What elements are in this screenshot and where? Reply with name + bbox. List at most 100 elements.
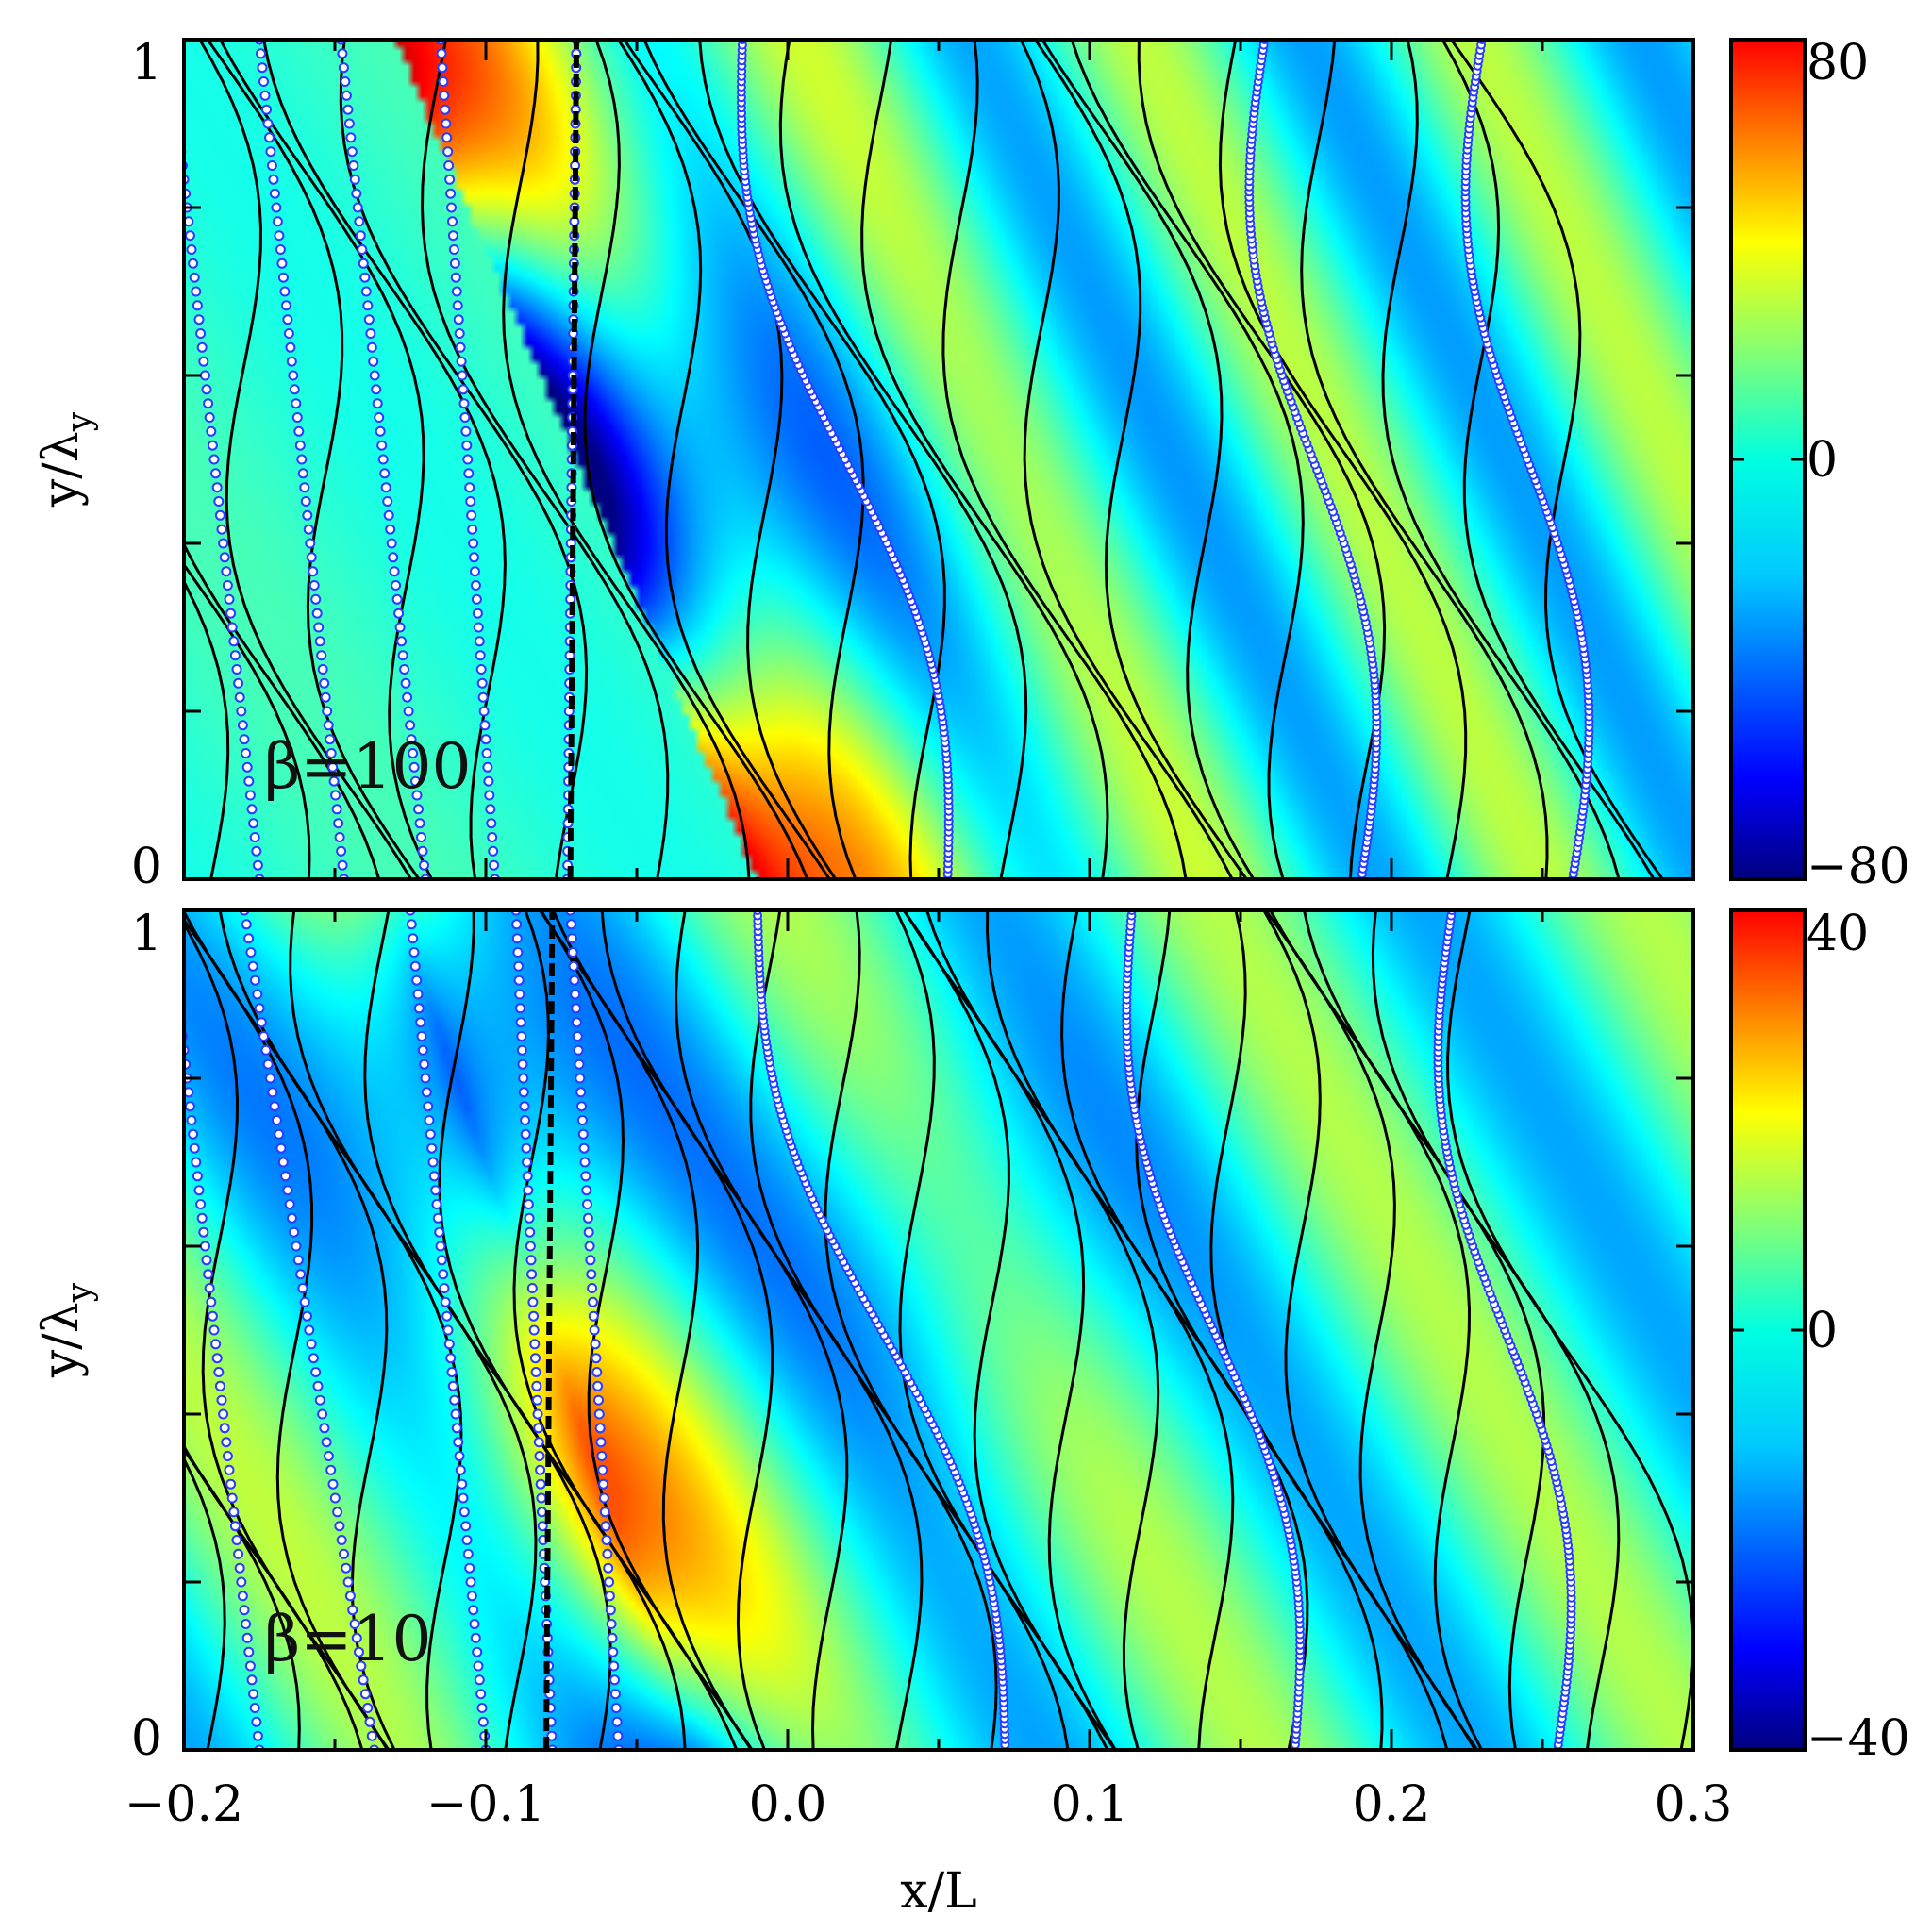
tracer-dot bbox=[221, 1437, 232, 1448]
tracer-dot bbox=[529, 1339, 541, 1350]
tracer-dot bbox=[454, 328, 465, 339]
tracer-dot bbox=[207, 1310, 218, 1322]
contour-line bbox=[262, 40, 507, 879]
tracer-dot bbox=[531, 1394, 542, 1406]
tracer-dot bbox=[208, 1324, 220, 1336]
tracer-dot bbox=[408, 748, 419, 758]
bottom-ticks bbox=[182, 908, 1695, 1752]
tracer-dot bbox=[314, 636, 325, 647]
tracer-dot bbox=[410, 775, 421, 787]
tracer-dot bbox=[229, 650, 241, 661]
tracer-dot bbox=[222, 1451, 233, 1461]
tracer-dot bbox=[594, 1423, 606, 1434]
tracer-dot bbox=[248, 818, 259, 829]
tracer-dot bbox=[289, 1226, 300, 1238]
tracer-dot bbox=[400, 677, 411, 689]
tracer-dot bbox=[472, 1646, 483, 1657]
xtick-label-3: 0.1 bbox=[1051, 1776, 1129, 1833]
svg-text:y/λy: y/λy bbox=[33, 411, 99, 508]
tracer-dot bbox=[468, 1605, 479, 1616]
contour-line bbox=[1303, 910, 1546, 1750]
tracer-dot bbox=[574, 1058, 585, 1070]
tracer-dot bbox=[192, 300, 203, 311]
tracer-dot bbox=[420, 1073, 431, 1084]
tracer-dot bbox=[271, 202, 282, 213]
tracer-dot bbox=[252, 989, 263, 1000]
tracer-dot bbox=[593, 1408, 605, 1420]
tracer-dot bbox=[269, 188, 280, 199]
tracer-dot bbox=[461, 440, 473, 451]
tracer-dot bbox=[481, 748, 492, 758]
tracer-dot bbox=[380, 482, 391, 493]
tracer-dot bbox=[446, 1367, 458, 1377]
top-panel: 1 0 y/λy β=100 80 0 −80 bbox=[33, 35, 1910, 895]
tracer-dot bbox=[226, 622, 238, 633]
contour-line bbox=[698, 40, 946, 879]
tracer-dot bbox=[239, 1605, 250, 1616]
contour-line bbox=[1446, 910, 1693, 1750]
tracer-dot bbox=[312, 1380, 324, 1391]
tracer-dot bbox=[168, 63, 176, 72]
contour-line bbox=[206, 40, 421, 879]
tracer-dot bbox=[330, 790, 341, 801]
tracer-dot bbox=[520, 1115, 531, 1125]
tracer-dot bbox=[268, 174, 279, 185]
tracer-dot bbox=[199, 370, 210, 381]
tracer-dot bbox=[173, 106, 181, 114]
tracer-dot bbox=[446, 202, 457, 213]
tracer-dot bbox=[258, 76, 269, 87]
tracer-dot bbox=[306, 1339, 317, 1350]
tracer-dot bbox=[244, 790, 256, 801]
tracer-dot bbox=[348, 160, 359, 171]
tracer-dot bbox=[251, 845, 262, 857]
tracer-dot bbox=[366, 341, 377, 353]
tracer-dot bbox=[320, 691, 331, 703]
tracer-dot bbox=[531, 1380, 542, 1391]
tracer-dot bbox=[530, 1367, 541, 1377]
tracer-dot bbox=[520, 1128, 531, 1140]
tracer-dot bbox=[211, 482, 223, 493]
tracer-dot bbox=[537, 1507, 547, 1518]
tracer-dot bbox=[465, 1576, 476, 1588]
tracer-dot bbox=[408, 761, 420, 773]
top-dashed-boundary bbox=[567, 40, 579, 879]
tracer-dot bbox=[166, 49, 175, 58]
tracer-dot bbox=[536, 1492, 547, 1504]
tracer-dot bbox=[248, 1689, 259, 1700]
tracer-dot bbox=[483, 775, 494, 787]
contour-line bbox=[552, 910, 774, 1750]
tracer-dot bbox=[476, 677, 488, 689]
tracer-dot bbox=[366, 1730, 377, 1741]
tracer-dot bbox=[346, 146, 358, 158]
tracer-dot bbox=[452, 300, 463, 311]
tracer-dot bbox=[394, 622, 406, 633]
tracer-dot bbox=[450, 1408, 461, 1420]
tracer-dot bbox=[174, 991, 182, 999]
tracer-dot bbox=[612, 1730, 624, 1741]
tracer-dot bbox=[246, 1674, 258, 1686]
tracer-dot bbox=[576, 1115, 588, 1125]
contour-line bbox=[1300, 40, 1549, 879]
tracer-dot bbox=[526, 1283, 538, 1293]
tracer-dot bbox=[208, 454, 220, 465]
tracer-dot bbox=[243, 775, 255, 787]
contour-line bbox=[1034, 40, 1248, 879]
tracer-dot bbox=[485, 804, 496, 815]
tracer-dot bbox=[302, 1310, 312, 1322]
tracer-dot bbox=[280, 300, 291, 311]
tracer-dot bbox=[284, 1199, 295, 1209]
tracer-dot bbox=[513, 974, 525, 986]
top-ylabel-main: y/λ bbox=[33, 431, 90, 508]
contour-line bbox=[1450, 40, 1664, 879]
tracer-dot bbox=[196, 1212, 208, 1224]
contour-line bbox=[778, 40, 1028, 879]
contour-line bbox=[420, 40, 670, 879]
tracer-dot bbox=[575, 1073, 586, 1084]
tracer-dot bbox=[408, 947, 420, 958]
tracer-dot bbox=[421, 1087, 432, 1098]
tracer-dot bbox=[589, 1324, 600, 1336]
tracer-dot bbox=[321, 1437, 332, 1448]
bottom-colorbar-max: 40 bbox=[1807, 906, 1869, 962]
tracer-dot bbox=[234, 1562, 245, 1574]
tracer-dot bbox=[239, 734, 250, 745]
